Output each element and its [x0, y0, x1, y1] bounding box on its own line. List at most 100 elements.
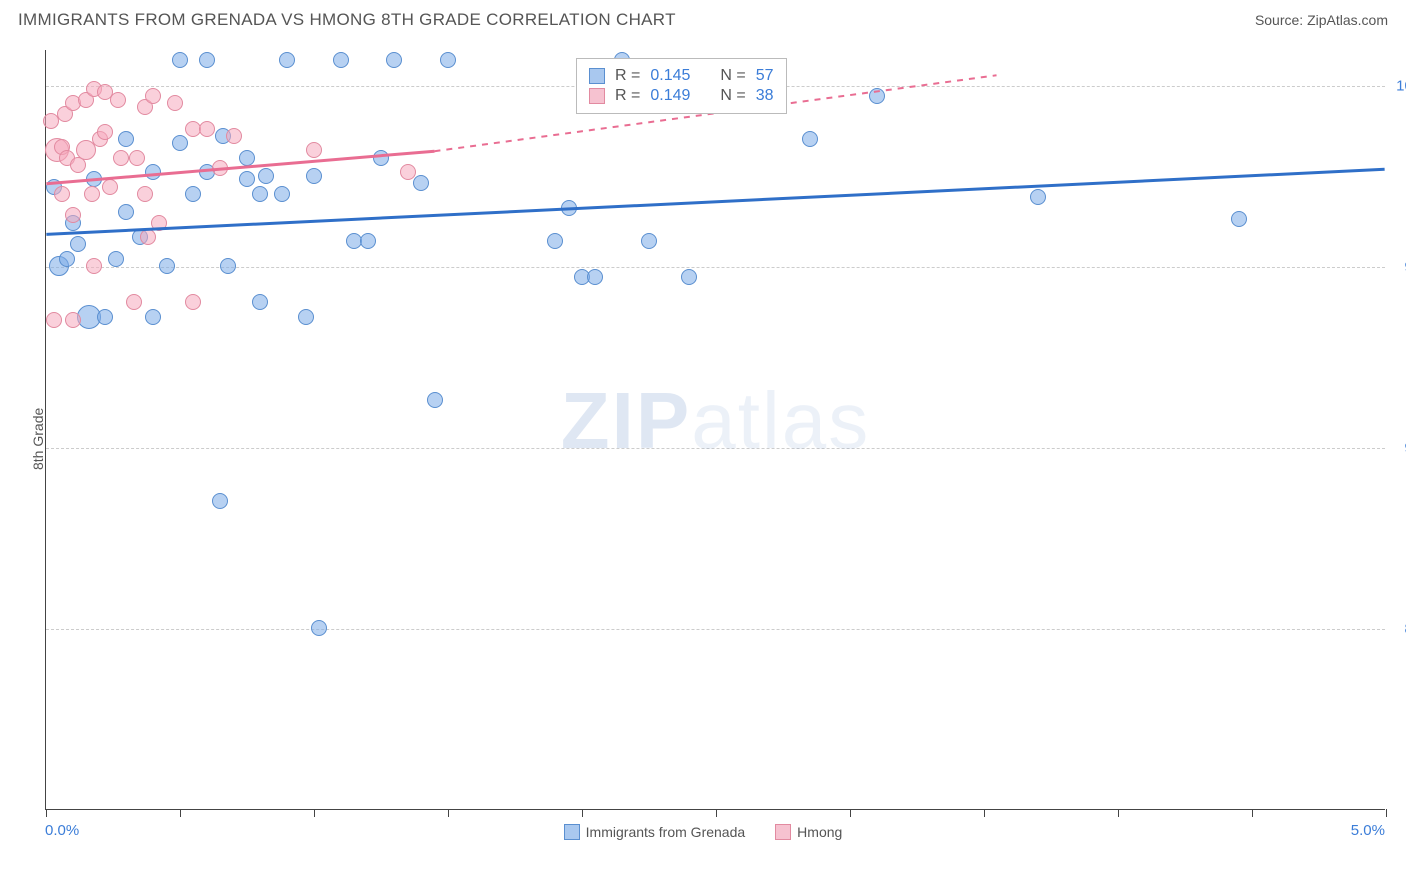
data-point — [1030, 189, 1046, 205]
gridline — [46, 448, 1385, 449]
x-tick — [1252, 809, 1253, 817]
legend-n-label: N = — [720, 67, 745, 85]
x-tick — [582, 809, 583, 817]
x-tick — [448, 809, 449, 817]
data-point — [869, 88, 885, 104]
gridline — [46, 629, 1385, 630]
data-point — [258, 168, 274, 184]
watermark: ZIPatlas — [561, 374, 870, 466]
data-point — [151, 215, 167, 231]
x-tick — [180, 809, 181, 817]
x-tick — [1118, 809, 1119, 817]
swatch-grenada — [564, 824, 580, 840]
data-point — [113, 150, 129, 166]
legend-item-hmong: Hmong — [775, 824, 842, 840]
legend-swatch — [589, 88, 605, 104]
plot-area: ZIPatlas 85.0%90.0%95.0%100.0%R = 0.145N… — [45, 50, 1385, 810]
data-point — [102, 179, 118, 195]
data-point — [306, 168, 322, 184]
data-point — [129, 150, 145, 166]
watermark-rest: atlas — [691, 375, 870, 464]
gridline — [46, 267, 1385, 268]
data-point — [274, 186, 290, 202]
data-point — [413, 175, 429, 191]
data-point — [641, 233, 657, 249]
data-point — [86, 258, 102, 274]
chart-header: IMMIGRANTS FROM GRENADA VS HMONG 8TH GRA… — [0, 0, 1406, 36]
data-point — [440, 52, 456, 68]
legend-r-label: R = — [615, 67, 640, 85]
data-point — [252, 186, 268, 202]
data-point — [172, 52, 188, 68]
data-point — [226, 128, 242, 144]
data-point — [86, 171, 102, 187]
data-point — [427, 392, 443, 408]
legend-r-value: 0.149 — [650, 87, 690, 105]
data-point — [97, 124, 113, 140]
data-point — [239, 171, 255, 187]
data-point — [185, 294, 201, 310]
bottom-legend: Immigrants from Grenada Hmong — [0, 824, 1406, 840]
chart-title: IMMIGRANTS FROM GRENADA VS HMONG 8TH GRA… — [18, 10, 676, 30]
legend-r-value: 0.145 — [650, 67, 690, 85]
data-point — [311, 620, 327, 636]
legend-label-hmong: Hmong — [797, 824, 842, 840]
data-point — [126, 294, 142, 310]
data-point — [547, 233, 563, 249]
legend-n-value: 38 — [756, 87, 774, 105]
data-point — [298, 309, 314, 325]
x-tick — [46, 809, 47, 817]
legend-swatch — [589, 68, 605, 84]
legend-r-label: R = — [615, 87, 640, 105]
watermark-bold: ZIP — [561, 375, 691, 464]
correlation-legend: R = 0.145 N = 57 R = 0.149 N = 38 — [576, 58, 787, 114]
swatch-hmong — [775, 824, 791, 840]
x-tick — [1386, 809, 1387, 817]
legend-n-value: 57 — [756, 67, 774, 85]
data-point — [159, 258, 175, 274]
data-point — [212, 160, 228, 176]
data-point — [145, 309, 161, 325]
data-point — [333, 52, 349, 68]
data-point — [252, 294, 268, 310]
data-point — [360, 233, 376, 249]
data-point — [118, 131, 134, 147]
data-point — [681, 269, 697, 285]
data-point — [59, 251, 75, 267]
data-point — [172, 135, 188, 151]
x-tick — [850, 809, 851, 817]
data-point — [167, 95, 183, 111]
data-point — [65, 312, 81, 328]
data-point — [145, 88, 161, 104]
data-point — [373, 150, 389, 166]
legend-row: R = 0.149 N = 38 — [589, 87, 774, 105]
data-point — [65, 207, 81, 223]
data-point — [140, 229, 156, 245]
data-point — [561, 200, 577, 216]
data-point — [199, 52, 215, 68]
data-point — [118, 204, 134, 220]
legend-label-grenada: Immigrants from Grenada — [586, 824, 746, 840]
x-tick — [716, 809, 717, 817]
data-point — [70, 236, 86, 252]
data-point — [1231, 211, 1247, 227]
x-tick — [314, 809, 315, 817]
data-point — [400, 164, 416, 180]
y-tick-label: 100.0% — [1396, 78, 1406, 95]
data-point — [386, 52, 402, 68]
data-point — [46, 312, 62, 328]
data-point — [802, 131, 818, 147]
data-point — [108, 251, 124, 267]
data-point — [137, 186, 153, 202]
data-point — [185, 186, 201, 202]
legend-n-label: N = — [720, 87, 745, 105]
x-tick — [984, 809, 985, 817]
data-point — [220, 258, 236, 274]
legend-row: R = 0.145 N = 57 — [589, 67, 774, 85]
legend-item-grenada: Immigrants from Grenada — [564, 824, 746, 840]
data-point — [110, 92, 126, 108]
data-point — [97, 309, 113, 325]
data-point — [212, 493, 228, 509]
data-point — [279, 52, 295, 68]
data-point — [145, 164, 161, 180]
